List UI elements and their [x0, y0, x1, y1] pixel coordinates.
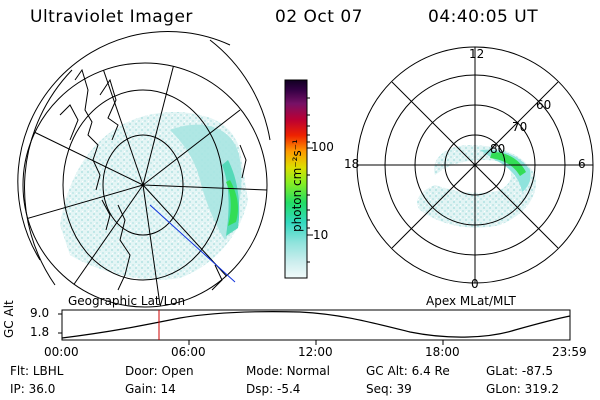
info-glon: GLon: 319.2: [486, 382, 559, 396]
info-ip-key: IP:: [10, 382, 25, 396]
altitude-xtick-0600: 06:00: [171, 345, 206, 359]
info-glat-key: GLat:: [486, 364, 519, 378]
info-mode-key: Mode:: [246, 364, 283, 378]
info-seq-key: Seq:: [366, 382, 393, 396]
aurora-image-geographic: [60, 111, 248, 280]
info-glat-value: -87.5: [521, 364, 553, 378]
mlt-label-18: 18: [344, 157, 360, 171]
altitude-xtick-0000: 00:00: [44, 345, 79, 359]
info-glon-key: GLon:: [486, 382, 521, 396]
info-door: Door: Open: [125, 364, 194, 378]
altitude-xtick-2359: 23:59: [552, 345, 587, 359]
colorbar-tick-10: 10: [313, 228, 329, 242]
altitude-xtick-1800: 18:00: [425, 345, 460, 359]
app-title: Ultraviolet Imager: [30, 7, 193, 27]
header-time: 04:40:05 UT: [428, 7, 539, 27]
aurora-image-apex: [417, 145, 536, 228]
info-mode-value: Normal: [286, 364, 330, 378]
lat-label-60: 60: [536, 98, 552, 112]
info-gain-key: Gain:: [125, 382, 157, 396]
info-gc-alt: GC Alt: 6.4 Re: [366, 364, 450, 378]
colorbar-tick-100: 100: [311, 140, 334, 154]
altitude-curve: [61, 311, 571, 339]
mlt-label-12: 12: [469, 47, 485, 61]
info-gc-alt-key: GC Alt:: [366, 364, 408, 378]
lat-label-70: 70: [512, 120, 528, 134]
info-seq-value: 39: [396, 382, 412, 396]
header-date: 02 Oct 07: [275, 7, 363, 27]
info-dsp-value: -5.4: [276, 382, 301, 396]
mlt-label-0: 0: [471, 277, 479, 291]
info-gain-value: 14: [160, 382, 176, 396]
info-flt-value: LBHL: [32, 364, 64, 378]
info-flt: Flt: LBHL: [10, 364, 63, 378]
info-gain: Gain: 14: [125, 382, 176, 396]
altitude-ylabel: GC Alt: [2, 300, 16, 338]
info-mode: Mode: Normal: [246, 364, 330, 378]
info-glon-value: 319.2: [524, 382, 559, 396]
mlt-label-6: 6: [578, 157, 586, 171]
apex-polar-plot: [356, 46, 594, 284]
geographic-map: [17, 31, 271, 308]
info-glat: GLat: -87.5: [486, 364, 553, 378]
lat-label-80: 80: [490, 142, 506, 156]
altitude-plot: [58, 309, 571, 345]
info-seq: Seq: 39: [366, 382, 412, 396]
colorbar: [284, 79, 313, 279]
info-ip-value: 36.0: [28, 382, 56, 396]
altitude-ytick-1-8: 1.8: [30, 325, 50, 339]
info-door-value: Open: [161, 364, 194, 378]
altitude-xtick-1200: 12:00: [298, 345, 333, 359]
geographic-label: Geographic Lat/Lon: [68, 294, 186, 308]
satellite-track: [149, 204, 236, 283]
info-flt-key: Flt:: [10, 364, 29, 378]
info-dsp: Dsp: -5.4: [246, 382, 300, 396]
apex-label: Apex MLat/MLT: [426, 294, 516, 308]
colorbar-label: photon cm⁻²s⁻¹: [290, 139, 304, 232]
info-gc-alt-value: 6.4 Re: [411, 364, 450, 378]
info-door-key: Door:: [125, 364, 158, 378]
info-ip: IP: 36.0: [10, 382, 55, 396]
info-dsp-key: Dsp:: [246, 382, 274, 396]
altitude-ytick-9: 9.0: [30, 306, 50, 320]
